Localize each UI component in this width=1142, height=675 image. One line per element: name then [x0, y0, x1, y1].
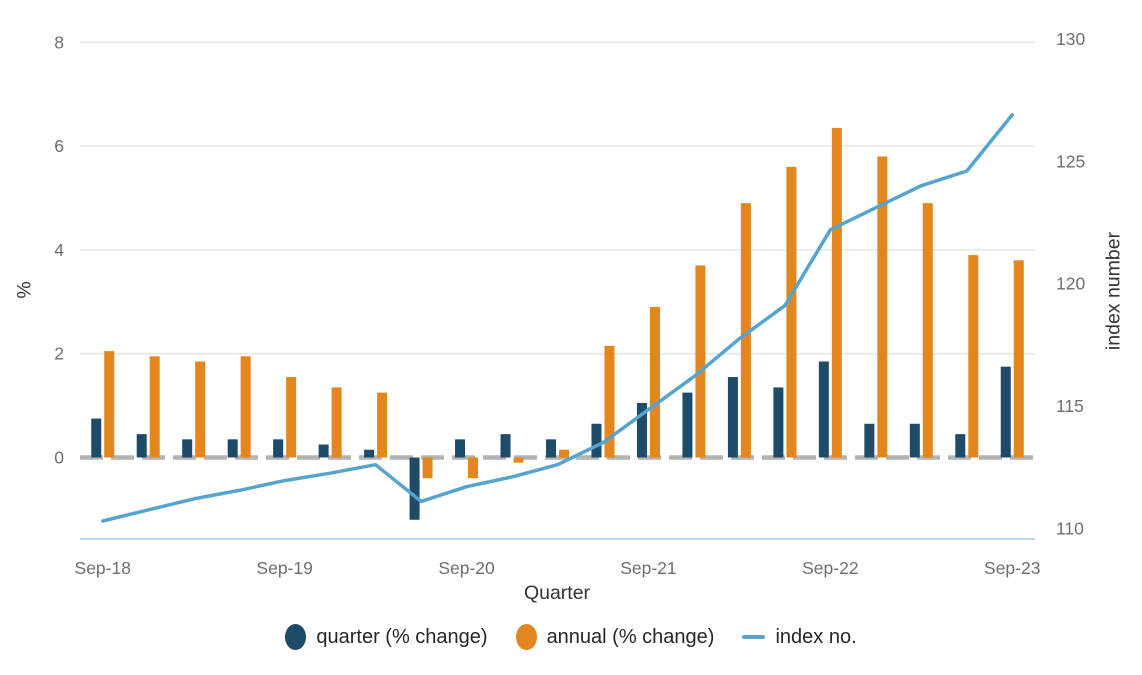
bar-annual-Dec-19[interactable]	[331, 387, 342, 458]
bar-quarter-Jun-21[interactable]	[591, 423, 602, 458]
left-axis-tick-label: 0	[54, 448, 64, 468]
bar-annual-Jun-22[interactable]	[786, 166, 797, 458]
bar-quarter-Sep-18[interactable]	[91, 418, 102, 458]
bar-quarter-Dec-18[interactable]	[136, 434, 147, 458]
bar-quarter-Dec-20[interactable]	[500, 434, 511, 458]
left-axis-title: %	[13, 281, 36, 299]
legend-item-quarter[interactable]: quarter (% change)	[285, 624, 488, 650]
right-axis-tick-label: 125	[1056, 151, 1085, 171]
left-axis-tick-label: 4	[54, 240, 64, 260]
bar-annual-Mar-21[interactable]	[559, 449, 569, 458]
bar-annual-Mar-19[interactable]	[195, 361, 206, 458]
x-axis-tick-label: Sep-23	[984, 558, 1040, 578]
left-axis-tick-label: 6	[54, 136, 64, 156]
left-axis-tick-label: 8	[54, 32, 64, 52]
legend-label-quarter: quarter (% change)	[316, 625, 488, 648]
bar-quarter-Mar-22[interactable]	[727, 377, 738, 458]
legend-label-index: index no.	[775, 625, 857, 648]
bar-quarter-Mar-19[interactable]	[182, 439, 193, 458]
bar-quarter-Dec-21[interactable]	[682, 392, 693, 458]
x-axis-tick-label: Sep-21	[620, 558, 676, 578]
x-axis-title: Quarter	[523, 582, 591, 604]
bar-quarter-Mar-20[interactable]	[364, 449, 375, 458]
right-axis-title: index number	[1102, 231, 1125, 351]
x-axis-tick-label: Sep-20	[438, 558, 495, 578]
bar-annual-Dec-20[interactable]	[513, 457, 524, 463]
bar-annual-Mar-22[interactable]	[740, 203, 751, 458]
legend-label-annual: annual (% change)	[546, 625, 715, 648]
bar-quarter-Sep-22[interactable]	[818, 361, 829, 458]
bar-annual-Sep-18[interactable]	[104, 351, 115, 458]
bar-quarter-Sep-21[interactable]	[636, 403, 647, 458]
bar-annual-Jun-19[interactable]	[240, 356, 251, 458]
index-series-line-icon	[742, 635, 766, 639]
right-axis-tick-label: 120	[1056, 274, 1085, 294]
bar-annual-Jun-23[interactable]	[968, 255, 979, 458]
x-axis-tick-label: Sep-19	[256, 558, 312, 578]
bar-annual-Sep-22[interactable]	[831, 127, 842, 458]
bar-quarter-Dec-19[interactable]	[318, 444, 329, 458]
bar-annual-Dec-21[interactable]	[695, 265, 706, 458]
bar-quarter-Jun-20[interactable]	[409, 457, 420, 520]
bar-quarter-Sep-19[interactable]	[273, 439, 284, 458]
bar-annual-Jun-20[interactable]	[422, 457, 433, 479]
bar-annual-Mar-23[interactable]	[922, 203, 933, 458]
right-axis-tick-label: 115	[1056, 396, 1084, 416]
annual-series-marker-icon	[515, 624, 537, 650]
bar-annual-Dec-22[interactable]	[877, 156, 888, 458]
bar-annual-Dec-18[interactable]	[149, 356, 160, 458]
right-axis-tick-label: 110	[1056, 518, 1084, 538]
bar-quarter-Jun-19[interactable]	[227, 439, 238, 458]
quarter-series-marker-icon	[285, 624, 307, 650]
bar-quarter-Mar-23[interactable]	[909, 423, 920, 458]
bar-annual-Sep-20[interactable]	[468, 457, 479, 479]
bar-annual-Mar-20[interactable]	[377, 392, 388, 458]
bar-annual-Jun-21[interactable]	[604, 345, 615, 458]
bar-quarter-Jun-23[interactable]	[955, 434, 966, 458]
left-axis-tick-label: 2	[54, 344, 64, 364]
bar-quarter-Jun-22[interactable]	[773, 387, 784, 458]
x-axis-tick-label: Sep-22	[802, 558, 858, 578]
chart-legend: quarter (% change) annual (% change) ind…	[0, 624, 1142, 650]
bar-annual-Sep-21[interactable]	[649, 306, 660, 458]
bar-quarter-Sep-23[interactable]	[1000, 366, 1011, 458]
legend-item-index[interactable]: index no.	[742, 625, 857, 649]
bar-quarter-Mar-21[interactable]	[546, 439, 556, 458]
right-axis-tick-label: 130	[1056, 29, 1085, 49]
bar-annual-Sep-23[interactable]	[1013, 260, 1024, 458]
x-axis-tick-label: Sep-18	[75, 558, 131, 578]
index-line[interactable]	[100, 113, 1015, 523]
bar-annual-Sep-19[interactable]	[286, 377, 297, 458]
bar-quarter-Sep-20[interactable]	[455, 439, 466, 458]
legend-item-annual[interactable]: annual (% change)	[515, 624, 715, 650]
bar-quarter-Dec-22[interactable]	[864, 423, 875, 458]
